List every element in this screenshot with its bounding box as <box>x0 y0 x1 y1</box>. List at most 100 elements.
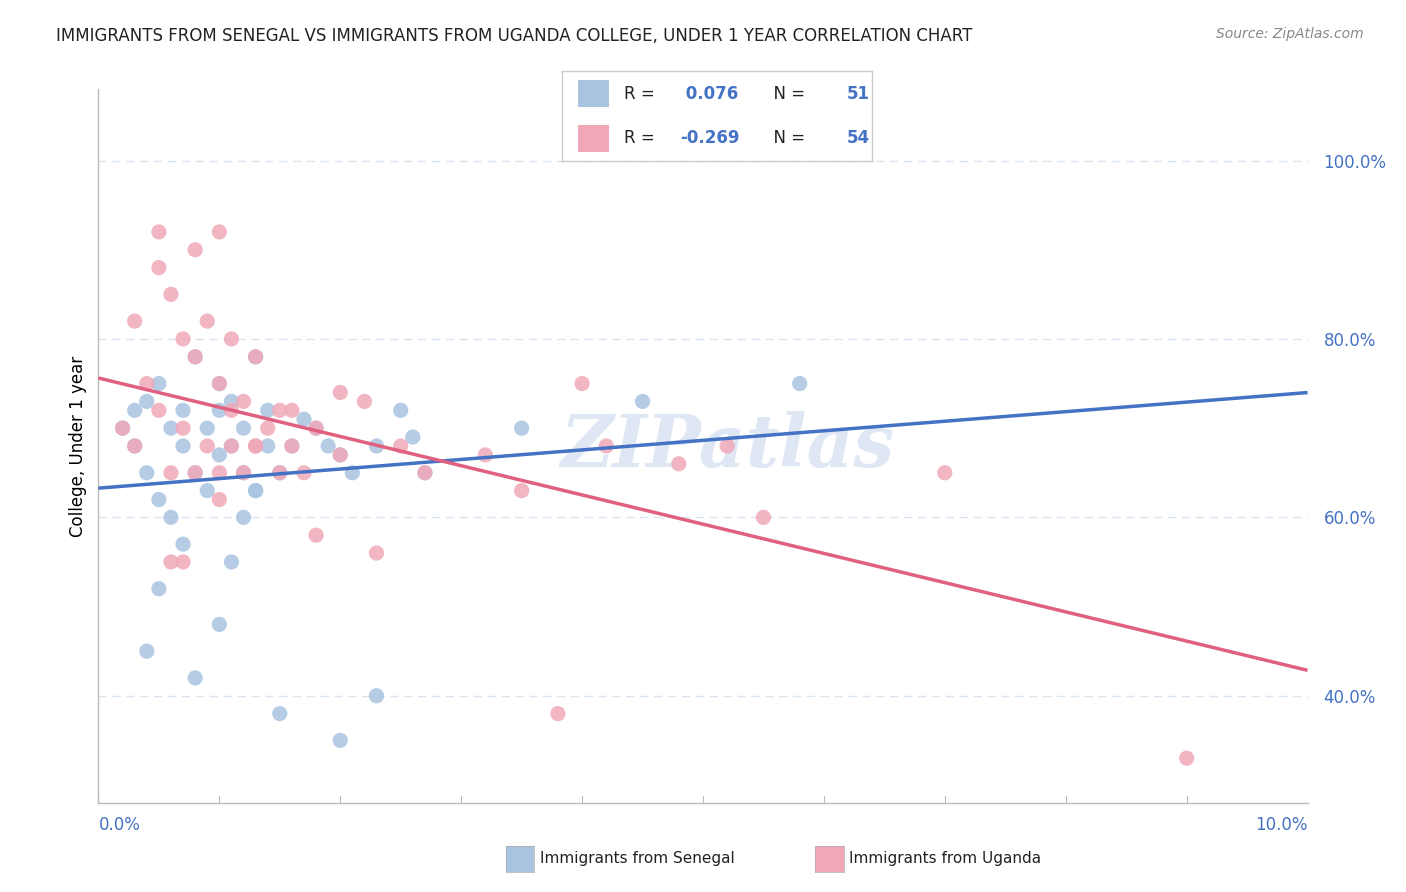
FancyBboxPatch shape <box>578 80 609 107</box>
Point <box>208 466 231 480</box>
Point <box>135 376 157 391</box>
Text: 54: 54 <box>846 129 870 147</box>
Point <box>245 483 267 498</box>
Point <box>752 510 775 524</box>
Point <box>172 555 194 569</box>
Point <box>160 421 183 435</box>
Point <box>547 706 569 721</box>
Point <box>135 466 157 480</box>
Point <box>160 287 183 301</box>
Point <box>316 439 339 453</box>
Point <box>305 528 328 542</box>
Point <box>571 376 593 391</box>
FancyBboxPatch shape <box>578 125 609 152</box>
Point <box>135 394 157 409</box>
Point <box>172 421 194 435</box>
Point <box>329 733 352 747</box>
Point <box>281 439 304 453</box>
Text: Immigrants from Senegal: Immigrants from Senegal <box>540 851 735 865</box>
Point <box>172 439 194 453</box>
Point <box>148 225 170 239</box>
Point <box>232 466 254 480</box>
Point <box>269 403 291 417</box>
Point <box>245 483 267 498</box>
Point <box>329 448 352 462</box>
Point <box>292 466 315 480</box>
Point <box>208 492 231 507</box>
Point <box>221 439 243 453</box>
Point <box>184 350 207 364</box>
Point <box>269 466 291 480</box>
Text: ZIPatlas: ZIPatlas <box>560 410 894 482</box>
Point <box>221 403 243 417</box>
Point <box>221 555 243 569</box>
Y-axis label: College, Under 1 year: College, Under 1 year <box>69 355 87 537</box>
Point <box>1175 751 1198 765</box>
Text: -0.269: -0.269 <box>681 129 740 147</box>
Point <box>184 466 207 480</box>
Point <box>353 394 375 409</box>
Text: 51: 51 <box>846 85 870 103</box>
Point <box>668 457 690 471</box>
Point <box>160 466 183 480</box>
Point <box>716 439 738 453</box>
Text: R =: R = <box>624 85 661 103</box>
Point <box>124 403 146 417</box>
Point <box>389 403 412 417</box>
Point <box>281 439 304 453</box>
Point <box>474 448 496 462</box>
Point <box>256 439 278 453</box>
Point <box>305 421 328 435</box>
Point <box>329 385 352 400</box>
Point <box>256 421 278 435</box>
Point <box>305 421 328 435</box>
Point <box>124 439 146 453</box>
Point <box>148 260 170 275</box>
Point <box>172 403 194 417</box>
Point <box>245 350 267 364</box>
Point <box>789 376 811 391</box>
Point <box>413 466 436 480</box>
Point <box>329 448 352 462</box>
Point <box>221 439 243 453</box>
Point <box>195 314 218 328</box>
Point <box>148 582 170 596</box>
Point <box>245 439 267 453</box>
Point <box>269 466 291 480</box>
Point <box>184 243 207 257</box>
Point <box>221 332 243 346</box>
Point <box>292 412 315 426</box>
Point <box>195 439 218 453</box>
Point <box>111 421 134 435</box>
Point <box>510 483 533 498</box>
Point <box>148 492 170 507</box>
Point <box>195 483 218 498</box>
Point <box>245 439 267 453</box>
Point <box>389 439 412 453</box>
Point <box>148 376 170 391</box>
Point <box>366 689 388 703</box>
Text: 10.0%: 10.0% <box>1256 816 1308 834</box>
Point <box>208 617 231 632</box>
Text: 0.0%: 0.0% <box>98 816 141 834</box>
Text: N =: N = <box>763 85 811 103</box>
Point <box>195 421 218 435</box>
Point <box>208 376 231 391</box>
Point <box>232 421 254 435</box>
Point <box>402 430 425 444</box>
Text: Immigrants from Uganda: Immigrants from Uganda <box>849 851 1042 865</box>
Text: N =: N = <box>763 129 811 147</box>
Text: R =: R = <box>624 129 661 147</box>
Point <box>366 439 388 453</box>
Point <box>510 421 533 435</box>
Point <box>269 706 291 721</box>
Point <box>111 421 134 435</box>
Text: Source: ZipAtlas.com: Source: ZipAtlas.com <box>1216 27 1364 41</box>
Point <box>172 537 194 551</box>
Point <box>256 403 278 417</box>
Point <box>342 466 364 480</box>
Text: IMMIGRANTS FROM SENEGAL VS IMMIGRANTS FROM UGANDA COLLEGE, UNDER 1 YEAR CORRELAT: IMMIGRANTS FROM SENEGAL VS IMMIGRANTS FR… <box>56 27 973 45</box>
Point <box>208 225 231 239</box>
Point <box>160 510 183 524</box>
Point <box>232 394 254 409</box>
